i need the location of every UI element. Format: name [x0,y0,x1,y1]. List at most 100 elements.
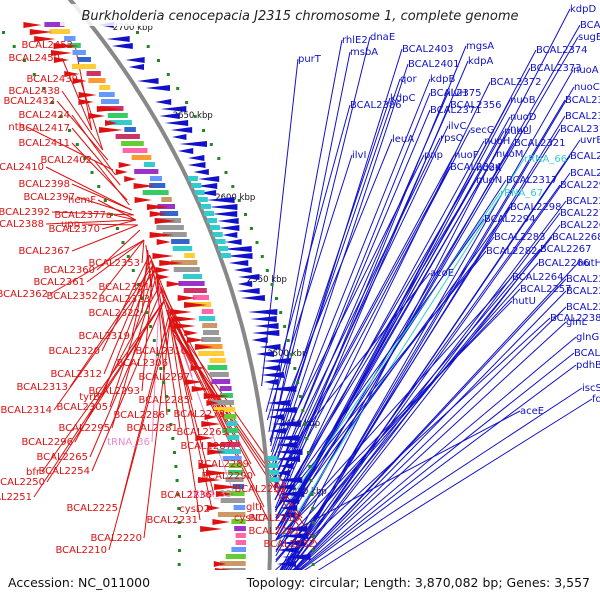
gene-label-bcal2370[interactable]: BCAL2370 [48,224,100,235]
gene-label-bcal2282[interactable]: BCAL2282 [486,246,538,257]
gene-label-bcal2298[interactable]: BCAL2298 [510,202,562,213]
gene-label-bcal2325[interactable]: BCAL2325 [565,111,600,122]
gene-label-nth[interactable]: nth [8,122,25,133]
gene-label-bcal2243[interactable]: BCAL2243 [566,274,600,285]
gene-label-secg[interactable]: secG [470,125,495,136]
gene-label-bcal2238[interactable]: BCAL2238 [550,313,600,324]
gene-label-bcal2254[interactable]: BCAL2254 [38,466,90,477]
gene-label-ilvc[interactable]: ilvC [448,121,466,132]
gene-label-pdhb[interactable]: pdhB [576,360,600,371]
gene-label-huth[interactable]: hutH [578,258,600,269]
gene-label-dnae[interactable]: dnaE [370,32,395,43]
gene-label-bcal2411[interactable]: BCAL2411 [18,138,70,149]
gene-label-glti[interactable]: gltI [246,502,262,513]
gene-label-bcal2278[interactable]: BCAL2278 [173,409,225,420]
gene-label-bcal2402[interactable]: BCAL2402 [40,155,92,166]
gene-label-rrna-67[interactable]: rRNA_67 [500,188,543,199]
gene-label-bcal2299[interactable]: BCAL2299 [560,180,600,191]
gene-label-bcal2286[interactable]: BCAL2286 [113,410,165,421]
gene-label-bcal2314[interactable]: BCAL2314 [0,405,52,416]
gene-label-kdpb[interactable]: kdpB [430,74,455,85]
gene-label-nuoc[interactable]: nuoC [574,82,600,93]
gene-label-bcal2374[interactable]: BCAL2374 [536,45,588,56]
gene-label-nuod[interactable]: nuoD [510,112,537,123]
gene-label-bcal2293[interactable]: BCAL2293 [88,386,140,397]
gene-label-bcal2269[interactable]: BCAL2269 [560,220,600,231]
gene-label-bcal2352[interactable]: BCAL2352 [46,291,98,302]
gene-label-bcal2322[interactable]: BCAL2322 [88,308,140,319]
gene-label-bcal2392[interactable]: BCAL2392 [0,207,50,218]
gene-label-bcal2450[interactable]: BCAL2450 [8,53,60,64]
gene-label-nuoh[interactable]: nuoH [484,136,510,147]
gene-label-bcal2251[interactable]: BCAL2251 [0,492,32,503]
gene-label-kdpc[interactable]: kdpC [390,93,415,104]
gene-label-rhle2[interactable]: rhlE2 [342,35,368,46]
gene-label-bcal2319[interactable]: BCAL2319 [78,331,130,342]
gene-label-bcal2313[interactable]: BCAL2313 [16,382,68,393]
gene-label-qor[interactable]: qor [400,74,417,85]
gene-label-nuon[interactable]: nuoN [476,175,502,186]
gene-label-rrna-66[interactable]: rRNA_66 [524,154,567,165]
gene-label-bcal2285[interactable]: BCAL2285 [138,395,190,406]
gene-label-bcal2239[interactable]: BCAL2239 [566,286,600,297]
gene-label-kdpd[interactable]: kdpD [570,4,596,15]
gene-label-bcal2324[interactable]: BCAL2324 [450,162,502,173]
gene-label-bcal2261[interactable]: BCAL2261 [248,526,300,537]
gene-label-rpso[interactable]: rpsO [440,133,464,144]
gene-label-glnl[interactable]: glnL [566,317,587,328]
gene-label-bcal2263[interactable]: BCAL2263 [176,427,228,438]
gene-label-bcal2367[interactable]: BCAL2367 [18,246,70,257]
gene-label-glng[interactable]: glnG [576,332,599,343]
gene-label-iscs[interactable]: iscS [582,383,600,394]
gene-label-cysnc[interactable]: cysNC [234,513,265,524]
gene-label-bcal2266[interactable]: BCAL2266 [538,258,590,269]
gene-label-nuom[interactable]: nuoM [496,149,523,160]
gene-label-bcal2318[interactable]: BCAL2318 [560,124,600,135]
gene-label-trna-35[interactable]: tRNA_35 [189,489,232,500]
gene-label-bcal2294[interactable]: BCAL2294 [484,214,536,225]
gene-label-nuok[interactable]: nuoK [476,163,502,174]
gene-label-purt[interactable]: purT [298,54,322,65]
gene-label-mgsa[interactable]: mgsA [466,41,494,52]
gene-label-bcal2424[interactable]: BCAL2424 [18,110,70,121]
gene-label-suge[interactable]: sugE [578,32,600,43]
gene-label-bcal2287[interactable]: BCAL2287 [180,441,232,452]
gene-label-bcal2300[interactable]: BCAL2300 [570,168,600,179]
gene-label-bcal2323[interactable]: BCAL2323 [98,294,150,305]
gene-label-bcal2290[interactable]: BCAL2290 [201,471,253,482]
gene-label-bcal2388[interactable]: BCAL2388 [0,219,44,230]
gene-label-bcal2283[interactable]: BCAL2283 [494,232,546,243]
gene-label-bcal2401[interactable]: BCAL2401 [408,59,460,70]
gene-label-bcal2236[interactable]: BCAL2236 [160,490,212,501]
gene-label-bcal2220[interactable]: BCAL2220 [90,533,142,544]
gene-label-nuof[interactable]: nuoF [454,150,479,161]
gene-label-trna-36[interactable]: tRNA_36 [107,437,150,448]
gene-label-bcal2312[interactable]: BCAL2312 [50,369,102,380]
gene-label-bcal2274[interactable]: BCAL2274 [560,208,600,219]
gene-label-fdx[interactable]: fdx [592,394,600,405]
gene-label-msba[interactable]: msbA [350,47,378,58]
gene-label-bcal2215[interactable]: BCAL2215 [248,513,300,524]
gene-label-bcal2250[interactable]: BCAL2250 [0,477,45,488]
gene-label-bcal2289[interactable]: BCAL2289 [197,459,249,470]
gene-label-bcal2362[interactable]: BCAL2362 [0,289,48,300]
gene-label-pnp[interactable]: pnp [424,150,443,161]
gene-label-bcal2217[interactable]: BCAL2217 [574,348,600,359]
gene-label-bcal2295[interactable]: BCAL2295 [58,423,110,434]
gene-label-bcal2361[interactable]: BCAL2361 [33,277,85,288]
gene-label-bcal2301[interactable]: BCAL2301 [570,151,600,162]
gene-label-nuoa[interactable]: nuoA [573,65,599,76]
gene-label-nuol[interactable]: nuoL [504,126,529,137]
gene-label-bcal2351[interactable]: BCAL2351 [98,282,150,293]
gene-label-bcal2296[interactable]: BCAL2296 [21,437,73,448]
gene-label-bcal2452[interactable]: BCAL2452 [21,40,73,51]
gene-label-bcal2372[interactable]: BCAL2372 [490,77,542,88]
gene-label-bcal2264[interactable]: BCAL2264 [512,272,564,283]
gene-label-tyrb[interactable]: tyrB [79,392,100,403]
gene-label-bcal2386[interactable]: BCAL2386 [350,100,402,111]
gene-label-bcal2410[interactable]: BCAL2410 [0,162,44,173]
gene-label-bcal2417[interactable]: BCAL2417 [18,123,70,134]
gene-label-bcal2210[interactable]: BCAL2210 [55,545,107,556]
gene-label-bfr[interactable]: bfr [26,467,41,478]
gene-label-acee[interactable]: aceE [520,406,544,417]
